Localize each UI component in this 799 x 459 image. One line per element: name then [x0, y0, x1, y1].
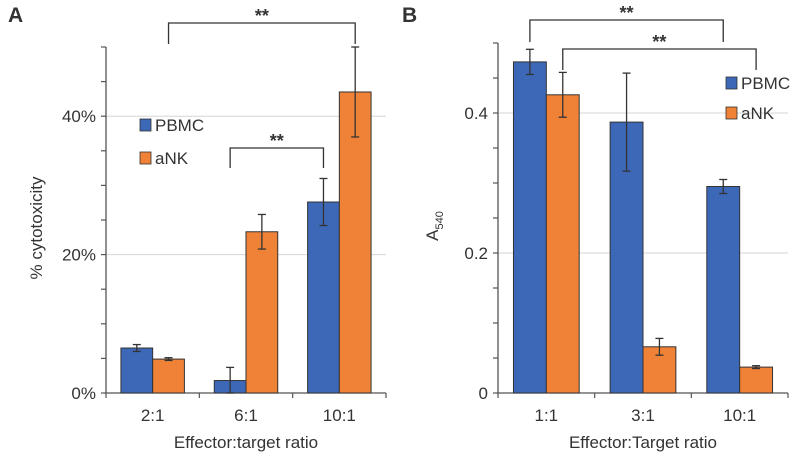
bar-aNK-1:1	[545, 94, 580, 394]
significance-bracket	[229, 147, 325, 168]
significance-label: **	[620, 3, 634, 23]
legend-swatch	[139, 151, 152, 165]
legend-label: PBMC	[155, 116, 204, 135]
x-tick-label: 2:1	[141, 406, 165, 425]
bar-PBMC-10:1	[706, 186, 741, 394]
bar-PBMC-2:1	[120, 347, 154, 394]
significance-label: **	[652, 32, 666, 52]
panel-A: A 0% 20% 40% 2:1 6:1 10:1 Effector:target ratio…	[8, 4, 387, 452]
panel-label: A	[8, 4, 23, 27]
legend-label: aNK	[741, 104, 775, 123]
bar-aNK-6:1	[245, 231, 279, 394]
panel-label: B	[402, 4, 417, 27]
x-axis-label: Effector:Target ratio	[569, 433, 717, 452]
legend-label: PBMC	[741, 74, 790, 93]
x-tick-label: 10:1	[323, 406, 356, 425]
x-tick-label: 6:1	[234, 406, 258, 425]
x-axis-label: Effector:target ratio	[174, 433, 318, 452]
y-tick-label: 40%	[62, 107, 96, 126]
y-tick-label: 0.4	[464, 104, 488, 123]
x-tick-label: 1:1	[535, 406, 559, 425]
y-axis-label-text: % cytotoxicity	[27, 176, 46, 279]
significance-bracket	[167, 22, 356, 44]
significance-bracket	[562, 48, 757, 70]
legend-swatch	[725, 106, 738, 120]
legend-label: aNK	[155, 149, 189, 168]
y-tick-label: 0%	[71, 384, 96, 403]
significance-label: **	[255, 6, 269, 26]
legend-swatch	[725, 76, 738, 90]
y-tick-label: 0	[479, 384, 488, 403]
y-axis-label-text: A	[423, 229, 442, 241]
y-tick-label: 0.2	[464, 244, 488, 263]
y-tick-label: 20%	[62, 246, 96, 265]
panel-B: B 0 0.2 0.4 1:1 3:1 10:1 Effector:Target ratio A…	[402, 3, 790, 452]
y-axis-label: % cytotoxicity	[27, 176, 46, 279]
y-axis-label-subscript: 540	[434, 211, 446, 229]
bar-aNK-10:1	[739, 366, 774, 394]
legend-swatch	[139, 118, 152, 132]
x-tick-label: 10:1	[723, 406, 756, 425]
bar-PBMC-10:1	[307, 201, 340, 394]
y-axis-label: A540	[423, 211, 446, 241]
significance-label: **	[270, 131, 284, 151]
x-tick-label: 3:1	[631, 406, 655, 425]
bar-PBMC-1:1	[512, 61, 547, 394]
bar-aNK-2:1	[152, 358, 185, 394]
significance-bracket	[529, 19, 724, 42]
